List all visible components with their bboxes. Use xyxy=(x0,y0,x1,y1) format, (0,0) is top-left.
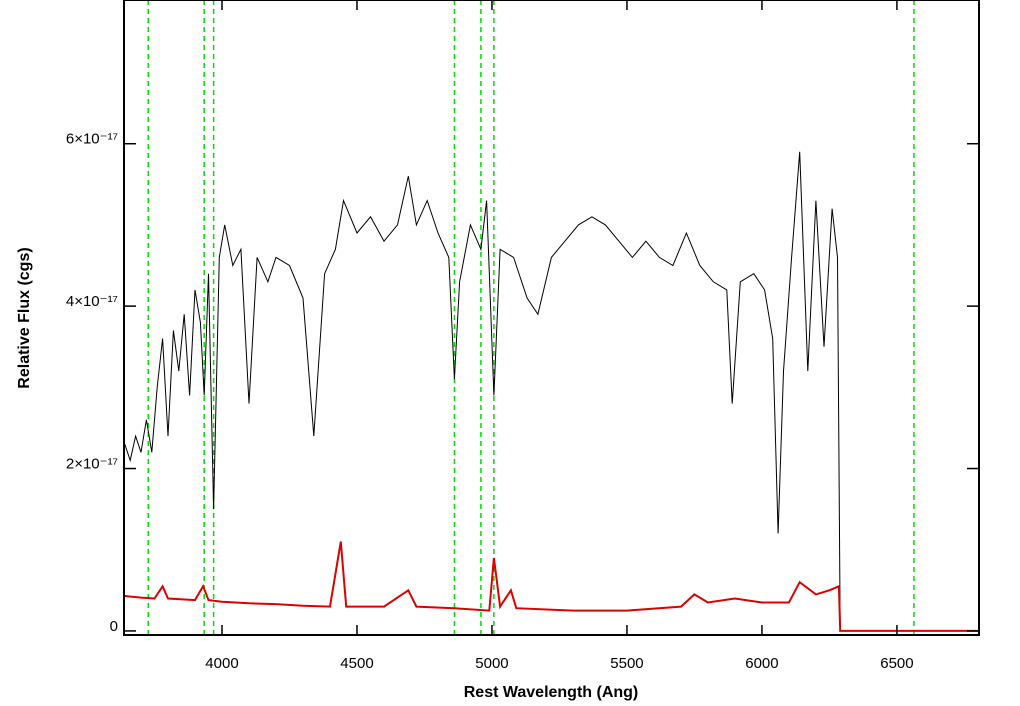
x-tick-label: 4500 xyxy=(340,655,373,672)
x-tick-label: 4000 xyxy=(205,655,238,672)
plot-frame xyxy=(123,0,980,636)
spectrum-line xyxy=(124,541,978,632)
y-axis-label: Relative Flux (cgs) xyxy=(16,247,33,388)
y-tick-label: 6×10⁻¹⁷ xyxy=(66,131,118,148)
y-tick-label: 0 xyxy=(110,618,118,635)
x-tick-label: 6000 xyxy=(745,655,778,672)
x-tick-label: 5000 xyxy=(475,655,508,672)
y-tick-label: 2×10⁻¹⁷ xyxy=(66,456,118,473)
x-tick-label: 6500 xyxy=(880,655,913,672)
y-tick-label: 4×10⁻¹⁷ xyxy=(66,293,118,310)
x-tick-label: 5500 xyxy=(610,655,643,672)
spectrum-line xyxy=(124,151,978,632)
x-axis-label: Rest Wavelength (Ang) xyxy=(464,684,639,701)
